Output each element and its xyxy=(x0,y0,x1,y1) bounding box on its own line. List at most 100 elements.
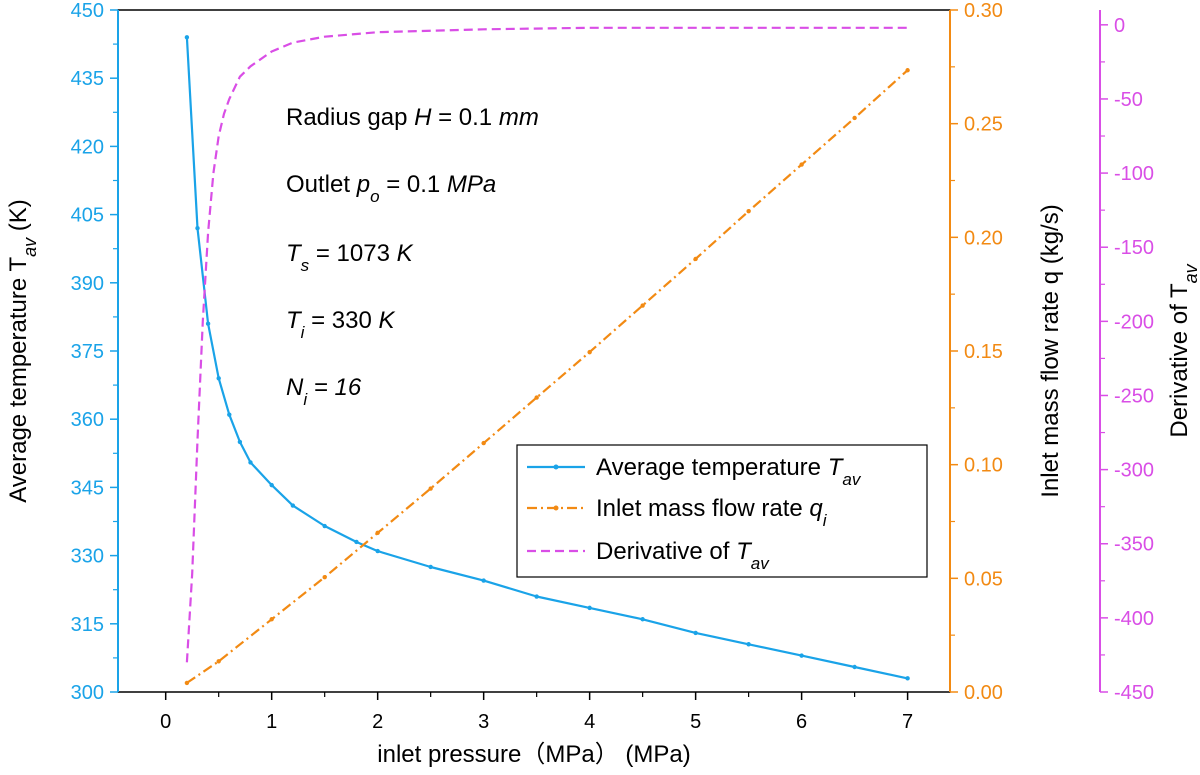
right1-tick-label: 0.00 xyxy=(964,682,1003,704)
legend-label-symbol: T xyxy=(828,454,845,481)
series-line-2 xyxy=(185,26,908,663)
data-point-0 xyxy=(534,594,539,599)
data-point-0 xyxy=(375,548,380,554)
right1-tick-label: 0.25 xyxy=(964,114,1003,136)
data-point-0 xyxy=(799,653,804,658)
legend-label: Inlet mass flow rate qi xyxy=(596,495,828,530)
x-tick-label: 3 xyxy=(478,711,489,733)
left-tick-label: 435 xyxy=(71,68,104,90)
x-axis-title: inlet pressure（MPa） (MPa) xyxy=(377,741,690,768)
right2-tick-label: -250 xyxy=(1114,385,1154,407)
right2-tick-label: 0 xyxy=(1114,15,1125,37)
legend-label-sub: av xyxy=(751,554,770,573)
data-point-0 xyxy=(216,376,221,381)
right1-tick-label: 0.30 xyxy=(964,0,1003,22)
data-point-0 xyxy=(354,539,359,545)
data-point-1 xyxy=(693,256,698,262)
right1-tick-label: 0.15 xyxy=(964,341,1003,363)
right2-tick-label: -450 xyxy=(1114,682,1154,704)
annotation-line-part: i xyxy=(303,390,308,409)
annotation-line-part: = 330 xyxy=(304,307,378,334)
annotation-line: Radius gap H = 0.1 mm xyxy=(286,104,539,131)
left-axis-title-unit: (K) xyxy=(5,199,32,238)
data-point-0 xyxy=(746,642,751,647)
annotation-line-part: T xyxy=(286,307,303,334)
legend-label-main: Inlet mass flow rate xyxy=(596,495,809,522)
data-point-0 xyxy=(587,605,592,611)
left-axis-title-sub: av xyxy=(20,237,40,257)
left-axis-title-main: Average temperature T xyxy=(5,257,32,503)
data-point-0 xyxy=(905,676,910,681)
data-point-0 xyxy=(195,226,200,231)
legend-label: Derivative of Tav xyxy=(596,538,770,573)
annotation-line: Ts = 1073 K xyxy=(286,240,414,275)
legend-label-main: Average temperature xyxy=(596,454,828,481)
data-point-0 xyxy=(227,412,232,417)
left-tick-label: 390 xyxy=(71,273,104,295)
left-tick-label: 405 xyxy=(71,205,104,227)
offset-right-axis-title-main: Derivative of T xyxy=(1166,283,1193,438)
x-tick-label: 6 xyxy=(796,711,807,733)
data-point-1 xyxy=(375,530,380,536)
left-tick-label: 375 xyxy=(71,341,104,363)
annotation-line-part: p xyxy=(356,171,370,198)
data-point-0 xyxy=(693,630,698,636)
data-point-1 xyxy=(799,162,804,167)
annotation-line-part: MPa xyxy=(447,171,496,198)
data-point-1 xyxy=(216,659,221,664)
annotation-line-part: mm xyxy=(499,104,539,131)
annotation-line-part: Outlet xyxy=(286,171,357,198)
annotation-line-part: s xyxy=(301,256,310,275)
x-tick-label: 2 xyxy=(372,711,383,733)
data-point-1 xyxy=(905,68,910,73)
x-tick-label: 0 xyxy=(160,711,171,733)
data-point-0 xyxy=(428,564,433,570)
data-point-0 xyxy=(248,460,253,465)
data-point-0 xyxy=(184,35,190,40)
data-point-1 xyxy=(322,574,327,580)
annotation-line-part: o xyxy=(370,187,379,206)
right2-tick-label: -200 xyxy=(1114,311,1154,333)
series-line-1 xyxy=(186,69,909,684)
legend-label-main: Derivative of xyxy=(596,538,736,565)
legend-label-symbol: q xyxy=(809,495,823,522)
data-point-0 xyxy=(237,439,243,445)
right2-tick-label: -50 xyxy=(1114,89,1143,111)
legend-label-symbol: T xyxy=(736,538,753,565)
right-axis-title: Inlet mass flow rate q (kg/s) xyxy=(1037,204,1064,497)
left-axis-title: Average temperature Tav (K) xyxy=(5,199,40,503)
annotation-line-part: Radius gap xyxy=(286,104,414,131)
legend-box xyxy=(516,444,928,578)
annotation-line: Ti = 330 K xyxy=(286,307,396,342)
left-tick-label: 360 xyxy=(71,409,104,431)
left-tick-label: 330 xyxy=(71,546,104,568)
right1-tick-label: 0.10 xyxy=(964,455,1003,477)
right2-tick-label: -350 xyxy=(1114,534,1154,556)
x-tick-label: 7 xyxy=(902,711,913,733)
data-point-0 xyxy=(205,321,211,326)
data-point-1 xyxy=(640,303,645,308)
annotation-line-part: = 1073 xyxy=(309,240,396,267)
right2-tick-label: -400 xyxy=(1114,608,1154,630)
right2-tick-label: -300 xyxy=(1114,460,1154,482)
annotation-line-part: H xyxy=(414,104,432,131)
left-tick-label: 420 xyxy=(71,136,104,158)
annotation-line-part: = 0.1 xyxy=(380,171,447,198)
annotation-line-part: = 16 xyxy=(307,374,362,401)
x-tick-label: 1 xyxy=(266,711,277,733)
left-tick-label: 300 xyxy=(71,682,104,704)
annotation-line-part: T xyxy=(286,240,303,267)
data-point-1 xyxy=(481,440,486,446)
left-tick-label: 315 xyxy=(71,614,104,636)
right1-tick-label: 0.20 xyxy=(964,227,1003,249)
x-tick-label: 4 xyxy=(584,711,595,733)
legend-label: Average temperature Tav xyxy=(596,454,862,489)
annotation-line-part: K xyxy=(397,240,414,267)
legend-label-sub: av xyxy=(842,470,861,489)
data-point-0 xyxy=(269,482,274,488)
offset-right-axis-title: Derivative of Tav xyxy=(1166,263,1200,437)
data-point-1 xyxy=(852,115,857,121)
data-point-0 xyxy=(640,617,645,622)
annotation-line-part: i xyxy=(301,323,306,342)
